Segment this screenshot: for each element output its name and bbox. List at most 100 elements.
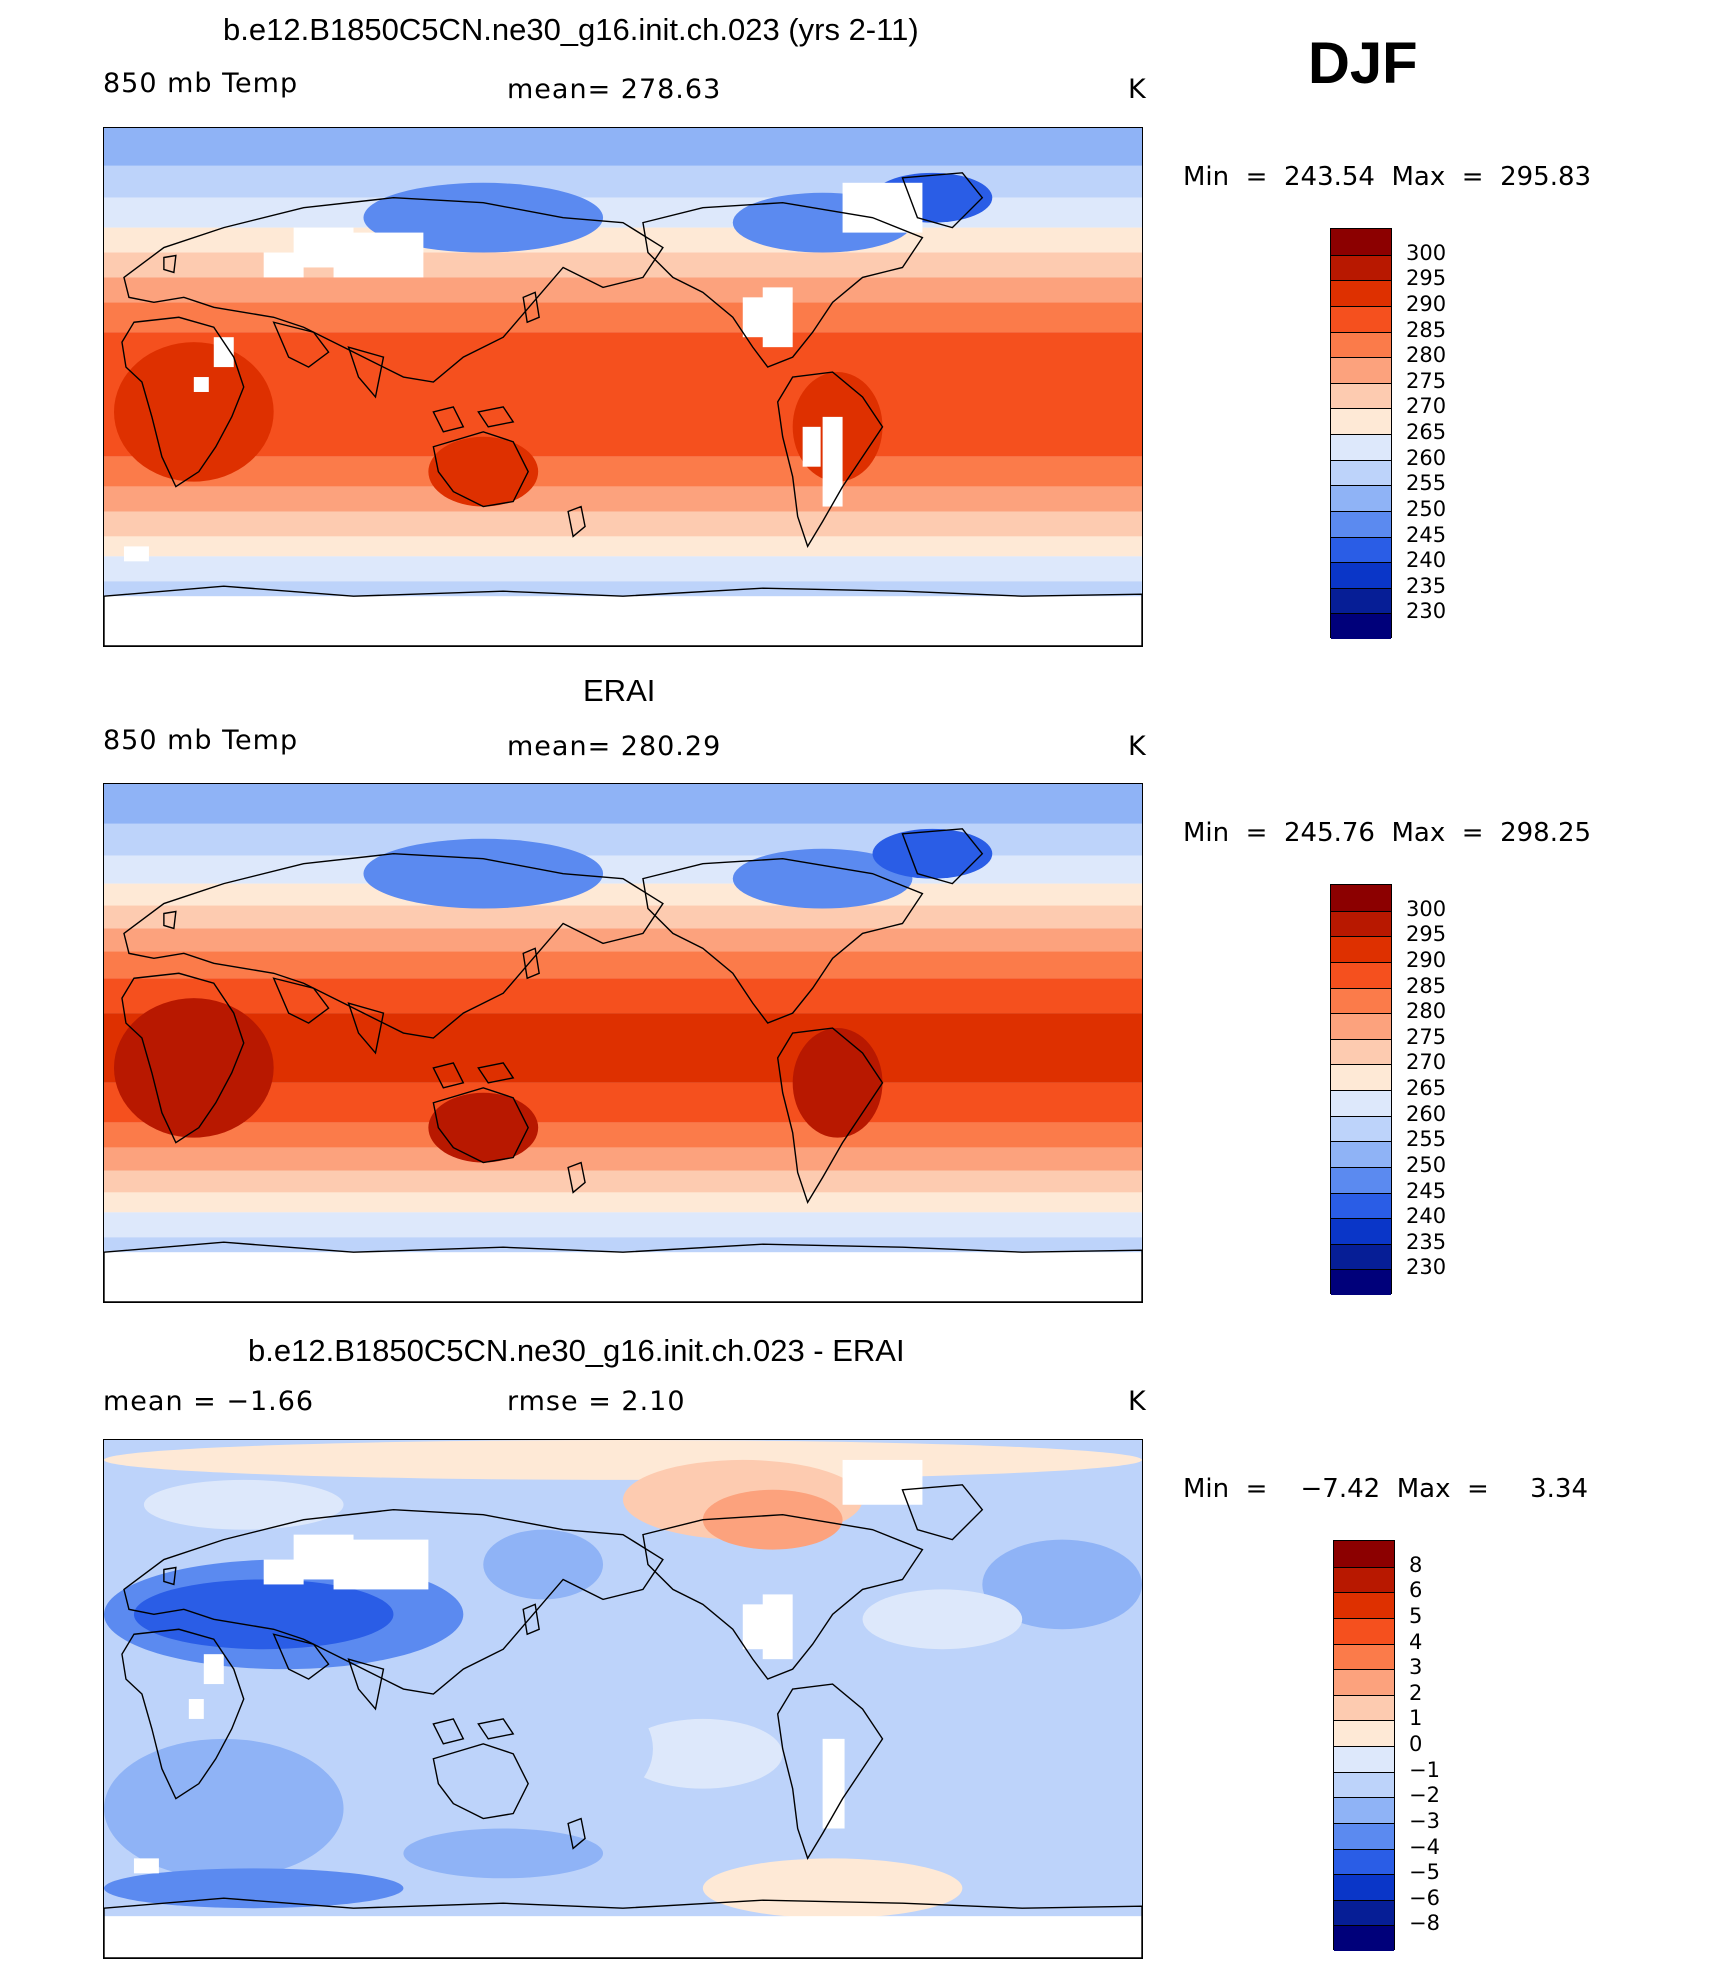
colorbar-tick-label: 265 [1406,1076,1447,1100]
colorbar-swatch [1331,1218,1391,1244]
colorbar-swatch [1334,1746,1394,1772]
colorbar-tick-label: 6 [1409,1578,1423,1603]
colorbar-tick-label: 240 [1406,548,1447,573]
colorbar-swatch [1334,1643,1394,1670]
colorbar-swatch [1331,987,1391,1014]
panel-3-title: b.e12.B1850C5CN.ne30_g16.init.ch.023 - E… [248,1333,905,1368]
colorbar-swatch [1331,382,1391,409]
colorbar-tick-label: 270 [1406,394,1447,419]
panel-3-rmse-label: rmse = 2.10 [507,1386,686,1417]
colorbar-swatch [1331,910,1391,937]
colorbar-swatch [1334,1925,1394,1951]
colorbar-tick-label: −1 [1409,1757,1440,1782]
colorbar-swatch [1331,936,1391,962]
panel-2-units: K [1128,731,1147,762]
panel-2-variable-label: 850 mb Temp [103,725,299,756]
colorbar-swatch [1334,1669,1394,1695]
colorbar-tick-label: 275 [1406,368,1447,393]
colorbar-tick-label: −3 [1409,1808,1440,1833]
colorbar-swatch [1331,485,1391,511]
panel-1-variable-label: 850 mb Temp [103,68,299,99]
panel-2-colorbar [1330,884,1392,1295]
colorbar-swatch [1331,613,1391,639]
colorbar-swatch [1331,1141,1391,1167]
colorbar-tick-label: 300 [1406,896,1447,921]
colorbar-swatch [1331,885,1391,911]
colorbar-tick-label: 4 [1409,1629,1423,1654]
colorbar-tick-label: 285 [1406,973,1447,998]
colorbar-tick-label: 3 [1409,1655,1423,1680]
colorbar-tick-label: −8 [1409,1911,1440,1936]
colorbar-swatch [1331,587,1391,614]
colorbar-swatch [1331,1243,1391,1270]
colorbar-tick-label: 290 [1406,947,1447,972]
colorbar-swatch [1334,1848,1394,1875]
colorbar-swatch [1331,331,1391,358]
colorbar-swatch [1331,459,1391,486]
panel-2-map-svg [104,784,1142,1302]
colorbar-swatch [1331,562,1391,588]
colorbar-tick-label: −6 [1409,1885,1440,1910]
colorbar-swatch [1331,305,1391,332]
colorbar-tick-label: 260 [1406,1101,1447,1126]
colorbar-tick-label: 5 [1409,1603,1423,1628]
panel-1-model-map [103,127,1143,647]
panel-1-mean-label: mean= 278.63 [507,74,722,105]
colorbar-swatch [1334,1617,1394,1644]
colorbar-tick-label: 230 [1406,599,1447,624]
colorbar-tick-label: 255 [1406,1127,1447,1152]
colorbar-tick-label: −2 [1409,1783,1440,1808]
colorbar-tick-label: 295 [1406,266,1447,291]
colorbar-swatch [1334,1797,1394,1823]
colorbar-swatch [1331,1192,1391,1219]
colorbar-tick-label: −5 [1409,1860,1440,1885]
colorbar-swatch [1331,408,1391,434]
colorbar-swatch [1334,1874,1394,1900]
colorbar-swatch [1334,1566,1394,1593]
panel-1-colorbar [1330,228,1392,639]
colorbar-swatch [1334,1720,1394,1746]
colorbar-swatch [1331,1090,1391,1116]
colorbar-tick-label: 290 [1406,291,1447,316]
colorbar-tick-label: 245 [1406,522,1447,547]
colorbar-swatch [1331,510,1391,537]
colorbar-swatch [1331,229,1391,255]
colorbar-swatch [1331,536,1391,563]
colorbar-tick-label: 250 [1406,1152,1447,1177]
colorbar-tick-label: 250 [1406,496,1447,521]
colorbar-swatch [1334,1541,1394,1567]
colorbar-tick-label: 235 [1406,1229,1447,1254]
colorbar-tick-label: 270 [1406,1050,1447,1075]
colorbar-swatch [1331,254,1391,281]
colorbar-swatch [1334,1822,1394,1849]
colorbar-swatch [1331,1269,1391,1295]
colorbar-swatch [1334,1771,1394,1798]
panel-2-title: ERAI [583,673,656,708]
panel-3-units: K [1128,1386,1147,1417]
colorbar-swatch [1334,1694,1394,1721]
colorbar-tick-label: 2 [1409,1680,1423,1705]
colorbar-tick-label: 265 [1406,420,1447,444]
colorbar-tick-label: 0 [1409,1732,1423,1756]
colorbar-swatch [1334,1592,1394,1618]
colorbar-tick-label: 275 [1406,1024,1447,1049]
panel-3-map-svg [104,1440,1142,1958]
panel-1-units: K [1128,74,1147,105]
colorbar-tick-label: 230 [1406,1255,1447,1280]
panel-1-map-svg [104,128,1142,646]
colorbar-tick-label: 280 [1406,343,1447,368]
panel-1-title: b.e12.B1850C5CN.ne30_g16.init.ch.023 (yr… [223,12,919,47]
colorbar-tick-label: −4 [1409,1834,1440,1859]
colorbar-tick-label: 245 [1406,1178,1447,1203]
colorbar-swatch [1331,434,1391,460]
panel-1-minmax: Min = 243.54 Max = 295.83 [1183,162,1592,192]
panel-2-reference-map [103,783,1143,1303]
colorbar-tick-label: 300 [1406,240,1447,265]
panel-2-mean-label: mean= 280.29 [507,731,722,762]
colorbar-tick-label: 8 [1409,1552,1423,1577]
panel-3-mean-label: mean = −1.66 [103,1386,315,1417]
panel-2-minmax: Min = 245.76 Max = 298.25 [1183,818,1592,848]
colorbar-swatch [1331,1115,1391,1142]
panel-3-difference-map [103,1439,1143,1959]
season-label: DJF [1308,31,1418,96]
